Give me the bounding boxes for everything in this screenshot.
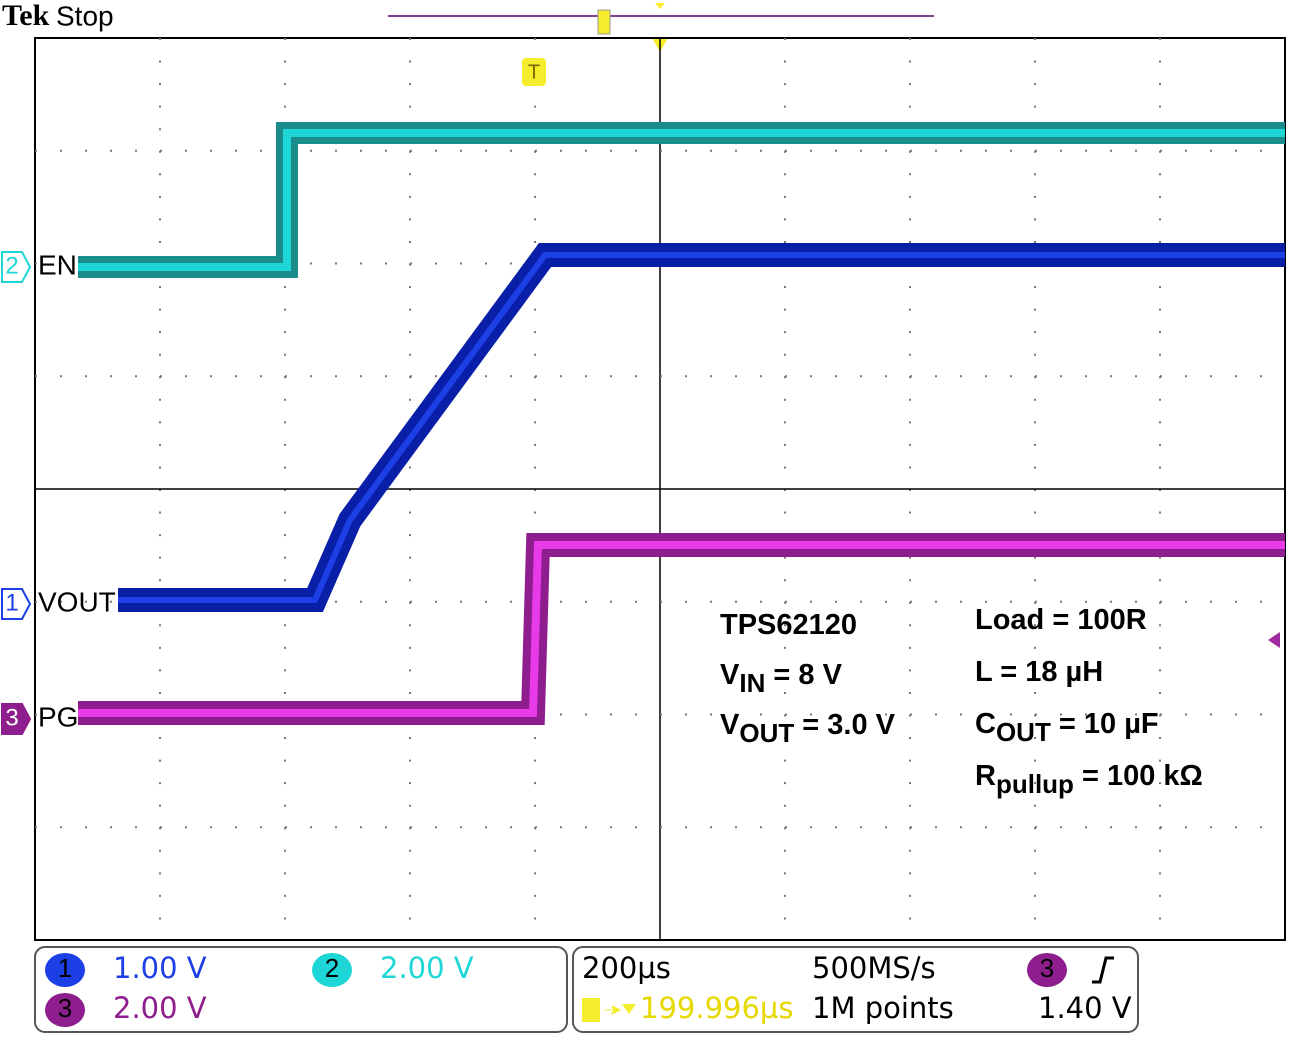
annotation: L = 18 µH (975, 656, 1103, 688)
annotation-rest: = 8 V (765, 659, 842, 691)
trigger-arrow-small (655, 3, 665, 9)
marker-number: 1 (5, 589, 18, 616)
trigger-position: 199.996µs (640, 991, 793, 1025)
channel-badge-number: 3 (58, 993, 72, 1023)
channel-scale: 2.00 V (380, 951, 474, 985)
en-trace-core (78, 129, 1285, 271)
status: Stop (56, 0, 114, 31)
annotation-main: C (975, 708, 996, 740)
sample-rate: 500MS/s (812, 951, 936, 985)
annotation-sub: pullup (996, 769, 1074, 799)
annotation-sub: OUT (739, 718, 794, 748)
channel-badge-number: 1 (58, 953, 72, 983)
channel-panel (34, 946, 568, 1033)
channel-badge-number: 2 (325, 953, 339, 983)
annotation-main: TPS62120 (720, 609, 857, 641)
channel-scale: 1.00 V (113, 951, 207, 985)
channel-markers: 2 EN 1 VOUT 3 PG (1, 249, 116, 735)
annotation-rest: = 10 µF (1051, 708, 1159, 740)
brand: Tek (2, 0, 50, 32)
timebase: 200µs (582, 951, 671, 985)
timebase-panel (572, 946, 1139, 1033)
annotation: VIN = 8 V (720, 659, 843, 698)
marker-label: PG (38, 701, 78, 732)
annotation-sub: OUT (996, 717, 1051, 747)
annotation-sub: IN (739, 668, 765, 698)
trigger-slope (1092, 956, 1114, 984)
channel-badge (45, 993, 85, 1027)
annotation: Load = 100R (975, 604, 1147, 636)
annotation-main: V (720, 709, 740, 741)
annotation: COUT = 10 µF (975, 708, 1159, 747)
pg-trace-core (78, 541, 1285, 717)
trigger-pos-arrow (604, 1004, 622, 1016)
annotation-main: R (975, 760, 996, 792)
trigger-badge (522, 58, 546, 86)
marker-badge (1, 251, 32, 283)
marker-label: EN (38, 249, 77, 280)
channel-badge (312, 953, 352, 987)
channel-badge (45, 953, 85, 987)
record-length: 1M points (812, 991, 954, 1025)
marker-number: 2 (5, 252, 18, 279)
record-trigger (597, 9, 611, 35)
annotation-main: Load = 100R (975, 604, 1147, 636)
vout-trace-core (118, 252, 1285, 603)
trigger-pos-badge (582, 998, 600, 1022)
channel-badge (1027, 953, 1067, 987)
status-bar: 1 1.00 V 2 2.00 V 3 2.00 V 200µs 500MS/s 3 199.99… (45, 951, 1132, 1027)
channel-scale: 2.00 V (113, 991, 207, 1025)
annotation-rest: = 100 kΩ (1074, 760, 1203, 792)
channel-badge-number: 3 (1040, 953, 1054, 983)
annotation: VOUT = 3.0 V (720, 709, 896, 748)
annotation: Rpullup = 100 kΩ (975, 760, 1203, 799)
annotation: TPS62120 (720, 609, 857, 641)
trigger-badge-text: T (528, 61, 540, 83)
marker-label: VOUT (38, 586, 116, 617)
annotation-rest: = 3.0 V (794, 709, 895, 741)
trigger-level-marker (1268, 632, 1280, 648)
trigger-pos-tri (622, 1004, 636, 1014)
annotation-main: V (720, 659, 740, 691)
marker-badge (1, 588, 32, 620)
trigger-level: 1.40 V (1038, 991, 1132, 1025)
graticule (34, 37, 1286, 941)
marker-number: 3 (5, 704, 18, 731)
annotation-main: L = 18 µH (975, 656, 1103, 688)
marker-badge (1, 703, 32, 735)
